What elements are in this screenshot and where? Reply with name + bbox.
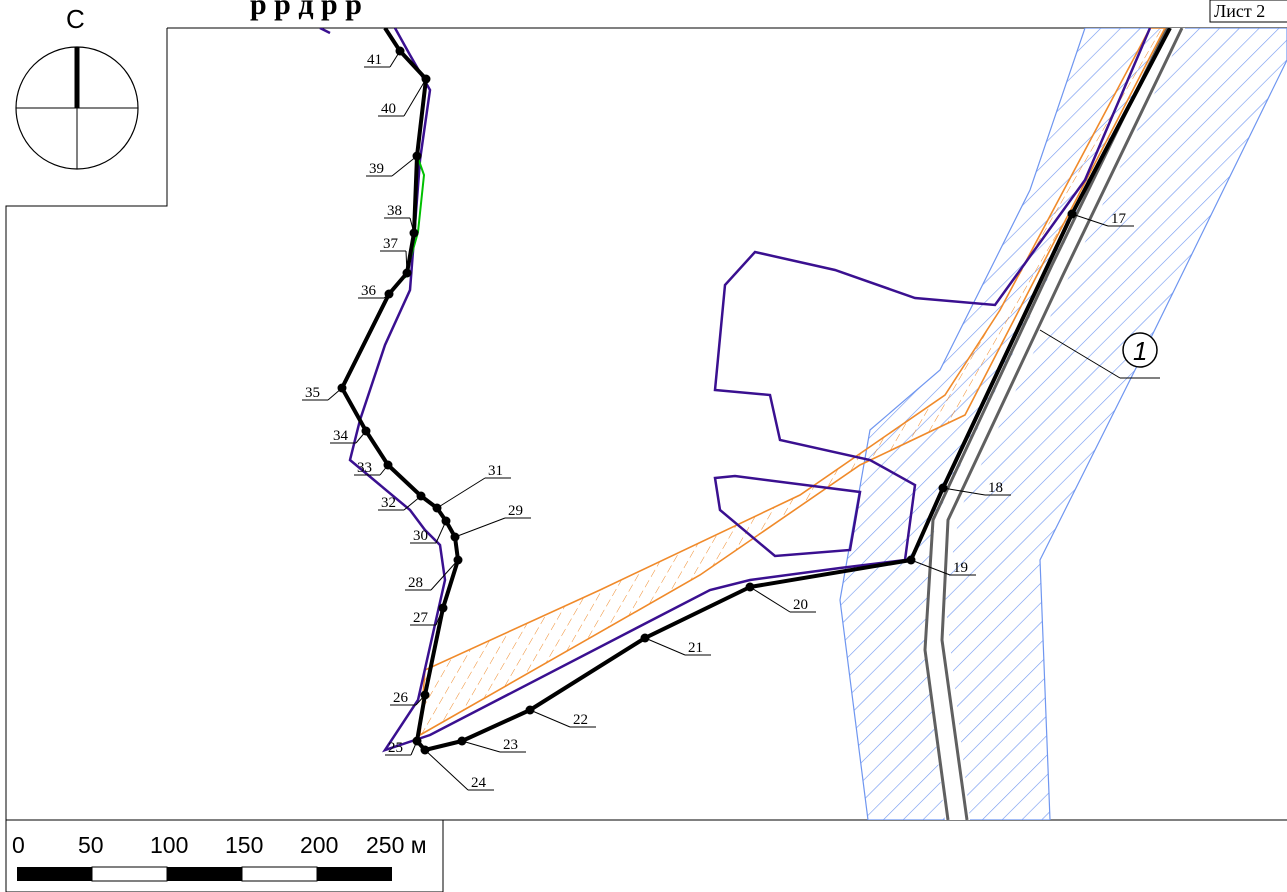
north-label: С — [66, 4, 85, 34]
point-leader-line — [424, 749, 469, 791]
boundary-point-17 — [1067, 209, 1077, 219]
point-leader-line — [430, 559, 459, 591]
boundary-point-21 — [640, 633, 650, 643]
point-leader-line — [1071, 213, 1109, 227]
point-label-23: 23 — [503, 737, 518, 753]
scale-tick-label: 200 — [300, 832, 338, 858]
point-label-19: 19 — [953, 560, 968, 576]
point-leader-line — [403, 78, 427, 117]
point-leader-line — [644, 637, 686, 656]
cliff-line-main — [348, 28, 1152, 753]
boundary-point-27 — [438, 603, 448, 613]
scale-tick-label: 250 м — [366, 832, 427, 858]
boundary-point-35 — [337, 383, 347, 393]
point-leader-line — [529, 709, 571, 728]
point-label-39: 39 — [369, 161, 384, 177]
callout-number: 1 — [1133, 336, 1147, 366]
boundary-point-25 — [412, 736, 422, 746]
point-label-35: 35 — [305, 385, 320, 401]
point-label-26: 26 — [393, 690, 409, 706]
boundary-point-31 — [432, 503, 442, 513]
north-arrow: С — [15, 4, 139, 170]
point-label-33: 33 — [357, 460, 372, 476]
boundary-point-18 — [938, 483, 948, 493]
boundary-point-40 — [421, 74, 431, 84]
scale-tick-label: 0 — [12, 832, 25, 858]
point-label-24: 24 — [471, 775, 487, 791]
road-corridor — [925, 28, 1185, 820]
point-label-21: 21 — [688, 640, 703, 656]
point-leader-line — [391, 155, 418, 177]
boundary-point-37 — [402, 268, 412, 278]
point-label-36: 36 — [361, 283, 377, 299]
protection-zone-hatch — [839, 28, 1287, 820]
point-label-28: 28 — [408, 575, 423, 591]
point-leader-line — [436, 477, 486, 509]
boundary-point-34 — [361, 426, 371, 436]
point-label-18: 18 — [988, 480, 1003, 496]
boundary-point-19 — [906, 555, 916, 565]
boundary-point-39 — [412, 151, 422, 161]
scale-tick-label: 50 — [78, 832, 104, 858]
point-label-20: 20 — [793, 597, 808, 613]
boundary-point-22 — [525, 705, 535, 715]
point-label-25: 25 — [388, 740, 403, 756]
cliff-line-inner — [713, 474, 862, 558]
point-label-37: 37 — [383, 236, 399, 252]
point-leader-line — [461, 740, 501, 753]
point-label-41: 41 — [367, 52, 382, 68]
point-label-38: 38 — [387, 203, 402, 219]
boundary-points: 17 18 19 20 21 22 23 24 25 26 27 28 29 30 31 32 33 34 35 36… — [302, 46, 1134, 791]
point-leader-line — [942, 487, 986, 496]
point-label-22: 22 — [573, 712, 588, 728]
boundary-point-32 — [416, 491, 426, 501]
boundary-point-38 — [409, 228, 419, 238]
cliff-line-top — [319, 28, 331, 35]
point-leader-line — [749, 586, 791, 613]
point-leader-line — [910, 559, 951, 576]
sheet-label-box: Лист 2 — [1209, 0, 1287, 23]
boundary-point-36 — [384, 289, 394, 299]
boundary-point-41 — [395, 46, 405, 56]
boundary-point-20 — [745, 582, 755, 592]
point-label-31: 31 — [488, 463, 503, 479]
point-label-17: 17 — [1111, 211, 1127, 227]
point-label-29: 29 — [508, 503, 523, 519]
map-title-fragment: р р д р р — [250, 0, 362, 21]
callout-1: 1 — [1039, 329, 1160, 379]
scale-bar: 0 50 100 150 200 250 м — [5, 819, 444, 892]
road-line-left — [923, 28, 1169, 820]
boundary-point-28 — [453, 555, 463, 565]
point-label-30: 30 — [413, 528, 428, 544]
point-label-40: 40 — [381, 101, 396, 117]
point-label-34: 34 — [333, 428, 349, 444]
boundary-point-33 — [383, 460, 393, 470]
scale-tick-label: 100 — [150, 832, 188, 858]
road-line-right — [940, 28, 1184, 820]
boundary-point-23 — [457, 736, 467, 746]
boundary-point-26 — [420, 690, 430, 700]
scale-tick-label: 150 — [225, 832, 263, 858]
point-label-32: 32 — [381, 495, 396, 511]
sheet-label: Лист 2 — [1214, 1, 1265, 21]
boundary-point-24 — [420, 745, 430, 755]
point-leader-line — [454, 517, 506, 538]
boundary-point-29 — [450, 532, 460, 542]
boundary-point-30 — [441, 516, 451, 526]
point-label-27: 27 — [413, 610, 429, 626]
